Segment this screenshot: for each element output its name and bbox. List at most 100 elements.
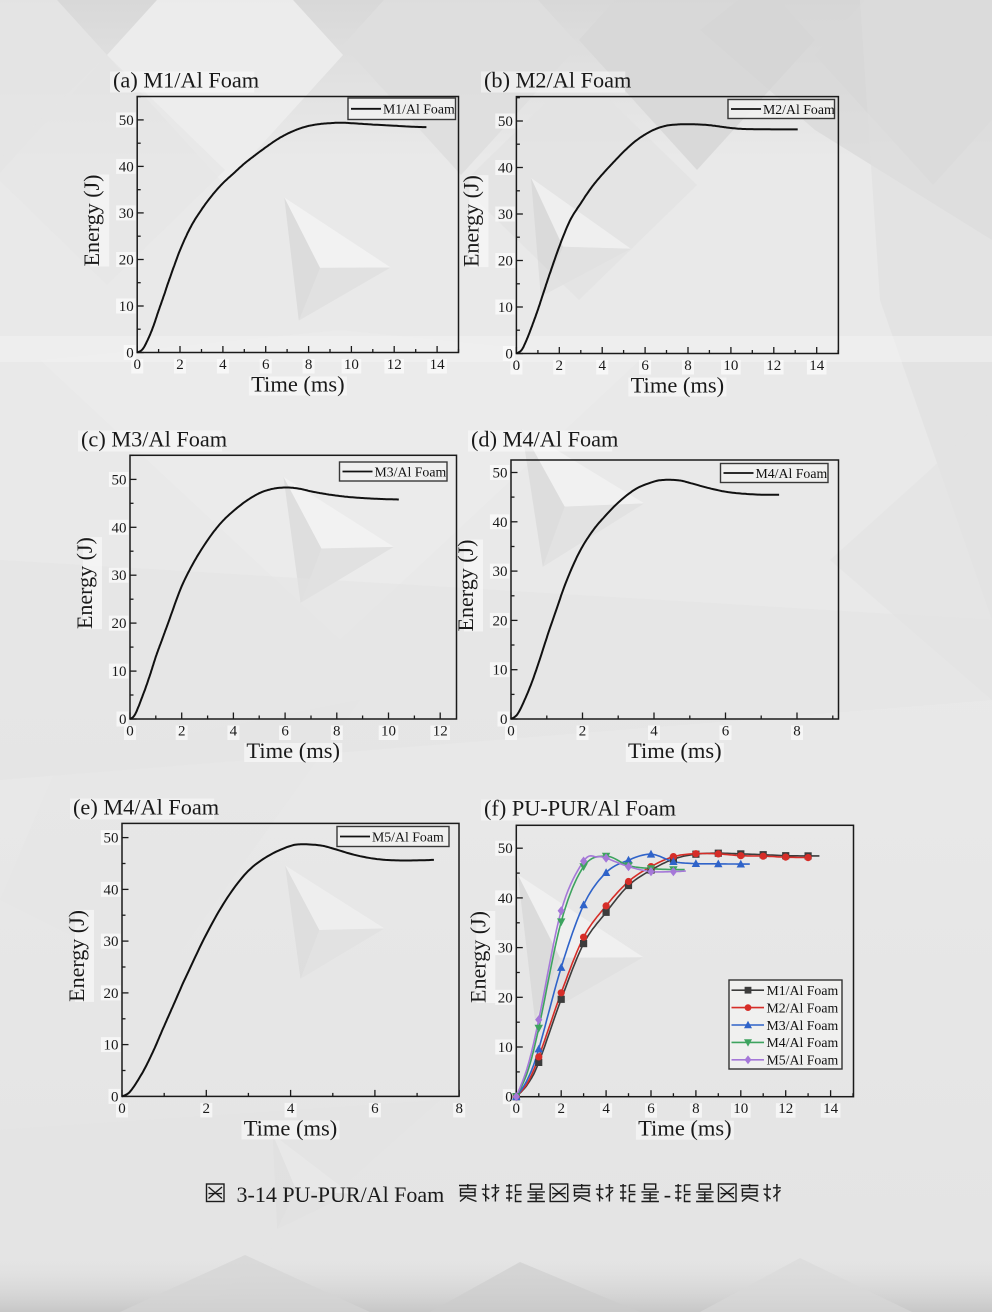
svg-text:4: 4 [598, 358, 606, 374]
svg-text:M4/Al Foam: M4/Al Foam [767, 1035, 839, 1050]
svg-text:10: 10 [498, 300, 513, 316]
svg-text:Energy (J): Energy (J) [458, 175, 483, 267]
svg-text:40: 40 [112, 520, 127, 536]
svg-text:Time (ms): Time (ms) [251, 372, 345, 397]
svg-text:50: 50 [119, 113, 134, 129]
svg-text:0: 0 [505, 347, 513, 363]
svg-text:14: 14 [823, 1101, 839, 1117]
svg-text:10: 10 [344, 357, 359, 373]
svg-text:(f) PU-PUR/Al Foam: (f) PU-PUR/Al Foam [484, 796, 676, 821]
svg-text:10: 10 [112, 664, 127, 680]
svg-text:30: 30 [119, 206, 134, 222]
svg-text:Time (ms): Time (ms) [246, 738, 340, 763]
svg-text:6: 6 [641, 358, 649, 374]
svg-text:M3/Al Foam: M3/Al Foam [767, 1018, 839, 1033]
svg-text:Energy (J): Energy (J) [64, 910, 89, 1002]
svg-text:40: 40 [104, 882, 119, 898]
svg-text:8: 8 [455, 1101, 463, 1117]
svg-text:2: 2 [203, 1101, 211, 1117]
svg-text:(b) M2/Al Foam: (b) M2/Al Foam [484, 68, 631, 93]
svg-text:M2/Al Foam: M2/Al Foam [767, 1000, 839, 1015]
svg-text:30: 30 [493, 564, 508, 580]
svg-text:M4/Al Foam: M4/Al Foam [756, 466, 828, 481]
svg-text:2: 2 [557, 1101, 565, 1117]
svg-text:14: 14 [809, 358, 825, 374]
svg-text:M1/Al Foam: M1/Al Foam [767, 983, 839, 998]
svg-text:20: 20 [498, 254, 513, 270]
svg-text:4: 4 [230, 724, 238, 740]
svg-text:Energy (J): Energy (J) [79, 175, 104, 267]
svg-text:20: 20 [493, 613, 508, 629]
svg-text:M1/Al Foam: M1/Al Foam [383, 102, 455, 117]
svg-text:12: 12 [778, 1101, 793, 1117]
svg-text:0: 0 [119, 712, 127, 728]
svg-text:8: 8 [684, 358, 692, 374]
svg-text:30: 30 [498, 207, 513, 223]
svg-text:8: 8 [692, 1101, 700, 1117]
svg-text:2: 2 [579, 724, 587, 740]
svg-text:2: 2 [178, 724, 186, 740]
svg-text:(c) M3/Al Foam: (c) M3/Al Foam [81, 427, 227, 452]
svg-text:3-14 PU-PUR/Al Foam: 3-14 PU-PUR/Al Foam [237, 1182, 445, 1207]
svg-text:Time (ms): Time (ms) [628, 738, 722, 763]
svg-text:2: 2 [556, 358, 564, 374]
svg-text:0: 0 [507, 724, 515, 740]
svg-text:M2/Al Foam: M2/Al Foam [763, 102, 835, 117]
svg-text:10: 10 [733, 1101, 748, 1117]
svg-text:4: 4 [602, 1101, 610, 1117]
svg-text:Time (ms): Time (ms) [638, 1116, 732, 1141]
svg-text:0: 0 [500, 712, 508, 728]
svg-text:20: 20 [104, 986, 119, 1002]
svg-text:30: 30 [104, 934, 119, 950]
svg-text:(a) M1/Al Foam: (a) M1/Al Foam [113, 68, 259, 93]
svg-text:50: 50 [104, 831, 119, 847]
svg-text:(d) M4/Al Foam: (d) M4/Al Foam [471, 427, 618, 452]
svg-text:6: 6 [722, 724, 730, 740]
svg-text:10: 10 [493, 663, 508, 679]
svg-text:0: 0 [513, 1101, 521, 1117]
svg-text:40: 40 [119, 159, 134, 175]
svg-text:6: 6 [262, 357, 270, 373]
svg-text:40: 40 [498, 891, 513, 907]
svg-text:8: 8 [305, 357, 313, 373]
svg-text:50: 50 [493, 466, 508, 482]
svg-text:0: 0 [118, 1101, 126, 1117]
svg-text:0: 0 [505, 1090, 513, 1106]
svg-text:2: 2 [176, 357, 184, 373]
svg-text:8: 8 [333, 724, 341, 740]
svg-text:40: 40 [493, 515, 508, 531]
svg-text:0: 0 [513, 358, 521, 374]
svg-text:20: 20 [498, 990, 513, 1006]
svg-text:6: 6 [647, 1101, 655, 1117]
svg-text:10: 10 [498, 1040, 513, 1056]
svg-text:-: - [664, 1182, 671, 1207]
svg-text:6: 6 [371, 1101, 379, 1117]
svg-text:0: 0 [126, 724, 134, 740]
svg-text:10: 10 [119, 299, 134, 315]
svg-text:Energy (J): Energy (J) [453, 540, 478, 632]
svg-text:50: 50 [498, 114, 513, 130]
svg-text:4: 4 [219, 357, 227, 373]
svg-text:(e) M4/Al Foam: (e) M4/Al Foam [73, 795, 219, 820]
svg-text:10: 10 [723, 358, 738, 374]
svg-text:0: 0 [126, 346, 134, 362]
svg-text:10: 10 [104, 1038, 119, 1054]
svg-text:M5/Al Foam: M5/Al Foam [372, 829, 444, 844]
svg-text:40: 40 [498, 161, 513, 177]
svg-text:Energy (J): Energy (J) [72, 537, 97, 629]
svg-text:20: 20 [119, 253, 134, 269]
svg-text:0: 0 [133, 357, 141, 373]
svg-text:20: 20 [112, 616, 127, 632]
svg-text:10: 10 [381, 724, 396, 740]
svg-text:M5/Al Foam: M5/Al Foam [767, 1053, 839, 1068]
svg-text:Time (ms): Time (ms) [631, 373, 725, 398]
svg-text:M3/Al Foam: M3/Al Foam [375, 464, 447, 479]
svg-text:12: 12 [387, 357, 402, 373]
svg-text:Energy (J): Energy (J) [465, 911, 490, 1003]
svg-text:6: 6 [281, 724, 289, 740]
svg-text:14: 14 [430, 357, 446, 373]
svg-text:30: 30 [112, 568, 127, 584]
svg-text:8: 8 [793, 724, 801, 740]
svg-text:12: 12 [433, 724, 448, 740]
svg-text:4: 4 [287, 1101, 295, 1117]
